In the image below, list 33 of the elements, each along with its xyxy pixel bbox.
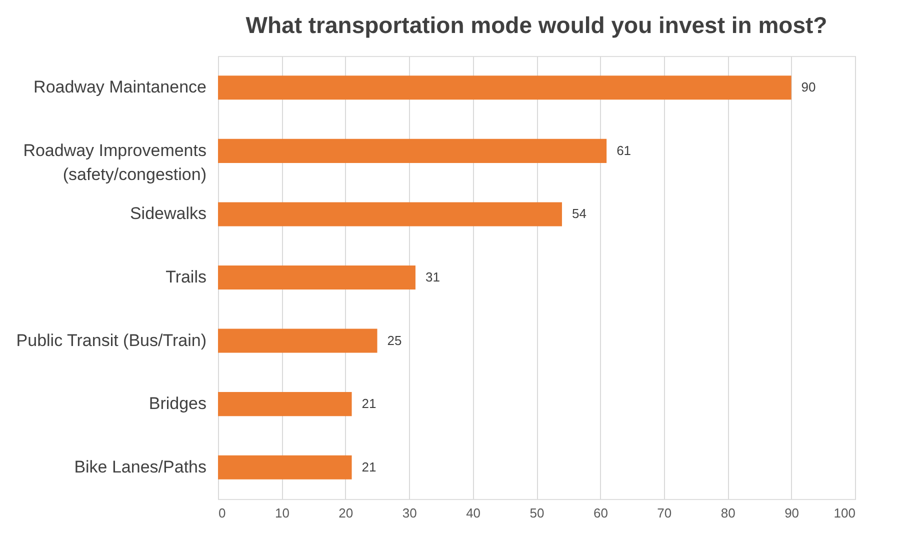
data-label: 21 [362,459,376,474]
x-tick-label: 70 [657,506,672,520]
x-tick-label: 20 [338,506,354,520]
x-tick-label: 80 [720,506,736,520]
bar [218,328,378,353]
x-tick-label: 50 [530,506,544,520]
data-label: 25 [387,332,402,348]
bar [218,138,607,163]
y-tick-label: Sidewalks [130,204,206,224]
y-tick-label: Trails [166,268,206,286]
bar [218,202,562,226]
x-tick-label: 10 [274,506,290,520]
data-label: 90 [801,80,816,95]
x-tick-label: 40 [466,506,481,520]
bar [218,392,352,416]
bar [218,265,416,290]
x-tick-label: 100 [834,506,856,520]
data-label: 21 [362,396,376,412]
data-label: 54 [572,206,586,222]
x-tick-label: 0 [218,506,226,520]
y-tick-label: Bike Lanes/Paths [74,457,206,476]
y-tick-label: Public Transit (Bus/Train) [16,330,206,350]
y-tick-label: Roadway Maintanence [34,78,206,97]
data-label: 31 [425,270,440,284]
bar [218,455,352,480]
x-tick-label: 30 [402,506,417,520]
x-tick-label: 60 [593,506,608,520]
x-tick-label: 90 [784,506,800,520]
data-label: 61 [616,142,632,158]
y-tick-label: Roadway Improvements (safety/congestion) [23,140,206,184]
chart-title: What transportation mode would you invest in most? [246,12,828,38]
y-tick-label: Bridges [148,394,206,414]
bar [218,76,792,100]
